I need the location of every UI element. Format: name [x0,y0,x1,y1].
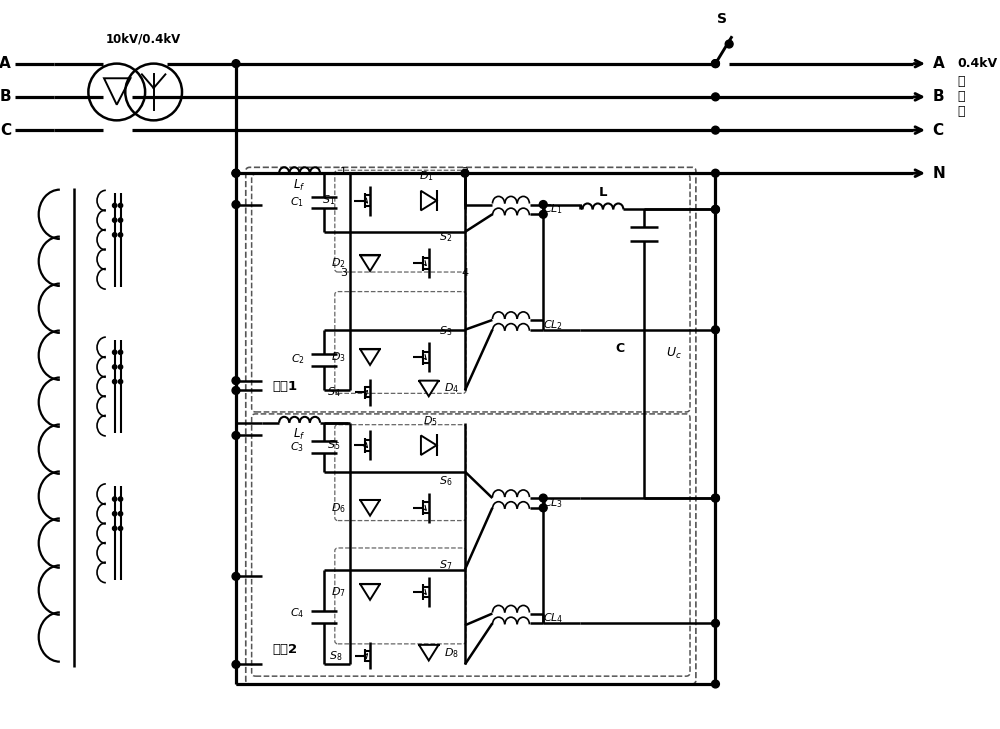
Circle shape [712,126,719,134]
Circle shape [725,40,733,48]
Circle shape [712,680,719,688]
Text: 模块2: 模块2 [272,643,297,655]
Text: $C_4$: $C_4$ [290,607,304,620]
Circle shape [712,169,719,177]
Circle shape [118,350,123,354]
Circle shape [112,364,117,369]
Text: 1: 1 [340,167,347,177]
Text: $CL_4$: $CL_4$ [543,612,564,625]
Circle shape [232,660,240,668]
Circle shape [232,572,240,580]
Text: $S_5$: $S_5$ [327,438,341,452]
Text: $L_f$: $L_f$ [293,178,306,193]
Circle shape [712,60,719,68]
Text: $D_3$: $D_3$ [331,350,346,364]
Text: L: L [599,186,607,199]
Text: C: C [615,343,624,355]
Circle shape [232,200,240,208]
Text: 模块1: 模块1 [272,381,297,394]
Text: $D_1$: $D_1$ [419,169,434,183]
Text: C: C [933,122,944,138]
Circle shape [118,233,123,237]
Text: $D_2$: $D_2$ [331,257,346,270]
Text: $C_1$: $C_1$ [290,195,304,209]
Circle shape [112,350,117,354]
Circle shape [112,380,117,383]
Circle shape [112,203,117,208]
Circle shape [232,377,240,385]
Circle shape [118,526,123,531]
Circle shape [539,211,547,218]
Circle shape [118,497,123,502]
Circle shape [712,620,719,627]
Circle shape [539,494,547,502]
Text: $D_7$: $D_7$ [331,585,346,599]
Circle shape [112,526,117,531]
Circle shape [112,233,117,237]
Text: $D_4$: $D_4$ [444,381,460,395]
Text: S: S [717,12,727,26]
Text: $S_4$: $S_4$ [327,386,341,399]
Text: $CL_1$: $CL_1$ [543,203,563,217]
Text: $D_5$: $D_5$ [423,414,438,428]
Text: $C_3$: $C_3$ [290,440,304,454]
Circle shape [712,326,719,334]
Text: $D_8$: $D_8$ [444,646,459,660]
Text: B: B [0,90,11,104]
Text: $CL_2$: $CL_2$ [543,318,563,332]
Circle shape [118,218,123,222]
Polygon shape [360,255,380,271]
Text: $C_2$: $C_2$ [291,352,304,366]
Text: 10kV/0.4kV: 10kV/0.4kV [106,33,181,46]
Circle shape [461,169,469,177]
Text: $S_2$: $S_2$ [439,230,452,243]
Circle shape [539,200,547,208]
Text: $S_3$: $S_3$ [439,324,452,338]
Text: $S_7$: $S_7$ [439,558,452,572]
Circle shape [112,218,117,222]
Circle shape [712,93,719,101]
Text: B: B [933,90,944,104]
Text: 2: 2 [461,167,468,177]
Circle shape [712,206,719,214]
Circle shape [712,494,719,502]
Polygon shape [421,435,437,455]
Text: 用
户
侧: 用 户 侧 [957,75,965,118]
Circle shape [232,432,240,440]
Text: A: A [933,56,944,71]
Text: 0.4kV: 0.4kV [957,57,997,70]
Circle shape [112,512,117,516]
Circle shape [232,60,240,68]
Text: $S_1$: $S_1$ [322,194,336,208]
Circle shape [118,203,123,208]
Text: 3: 3 [340,268,347,278]
Circle shape [539,504,547,512]
Circle shape [112,497,117,502]
Text: $CL_3$: $CL_3$ [543,496,563,510]
Circle shape [118,512,123,516]
Text: $L_f$: $L_f$ [293,427,306,443]
Polygon shape [419,645,439,660]
Text: C: C [0,122,11,138]
Text: $U_c$: $U_c$ [666,346,681,362]
Text: $D_6$: $D_6$ [331,501,346,515]
Text: $S_8$: $S_8$ [329,649,343,663]
Polygon shape [360,500,380,515]
Text: 4: 4 [461,268,468,278]
Text: N: N [933,165,945,181]
Polygon shape [360,349,380,365]
Circle shape [232,169,240,177]
Circle shape [118,364,123,369]
Circle shape [232,169,240,177]
Circle shape [712,206,719,214]
Circle shape [118,380,123,383]
Polygon shape [421,191,437,211]
Text: $S_6$: $S_6$ [439,475,452,488]
Polygon shape [419,381,439,397]
Text: A: A [0,56,11,71]
Circle shape [712,494,719,502]
Polygon shape [360,584,380,600]
Circle shape [712,60,719,68]
Circle shape [232,386,240,394]
